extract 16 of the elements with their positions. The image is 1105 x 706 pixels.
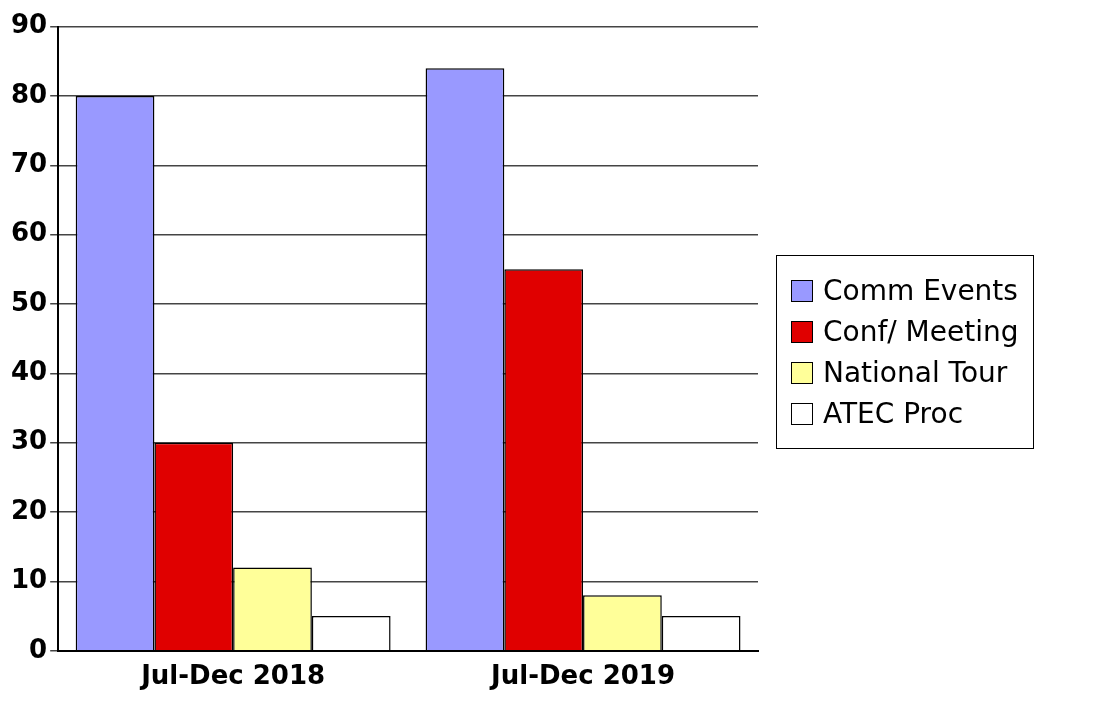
y-tick-label: 60 xyxy=(10,217,48,248)
y-tick-label: 40 xyxy=(10,356,48,387)
y-tick-label: 90 xyxy=(10,9,48,40)
x-tick-label: Jul-Dec 2019 xyxy=(489,660,676,691)
y-tick-label: 20 xyxy=(10,494,48,525)
y-tick-label: 30 xyxy=(10,425,48,456)
y-tick-label: 10 xyxy=(10,564,48,595)
legend-label: Conf/ Meeting xyxy=(823,315,1019,348)
y-tick-label: 80 xyxy=(10,78,48,109)
y-tick-label: 50 xyxy=(10,286,48,317)
legend-label: National Tour xyxy=(823,356,1008,389)
x-tick-label: Jul-Dec 2018 xyxy=(139,660,326,691)
text: ATEC Proc xyxy=(823,397,964,430)
y-tick-label: 0 xyxy=(29,633,48,664)
legend-label: Comm Events xyxy=(823,274,1018,307)
y-tick-label: 70 xyxy=(10,148,48,179)
